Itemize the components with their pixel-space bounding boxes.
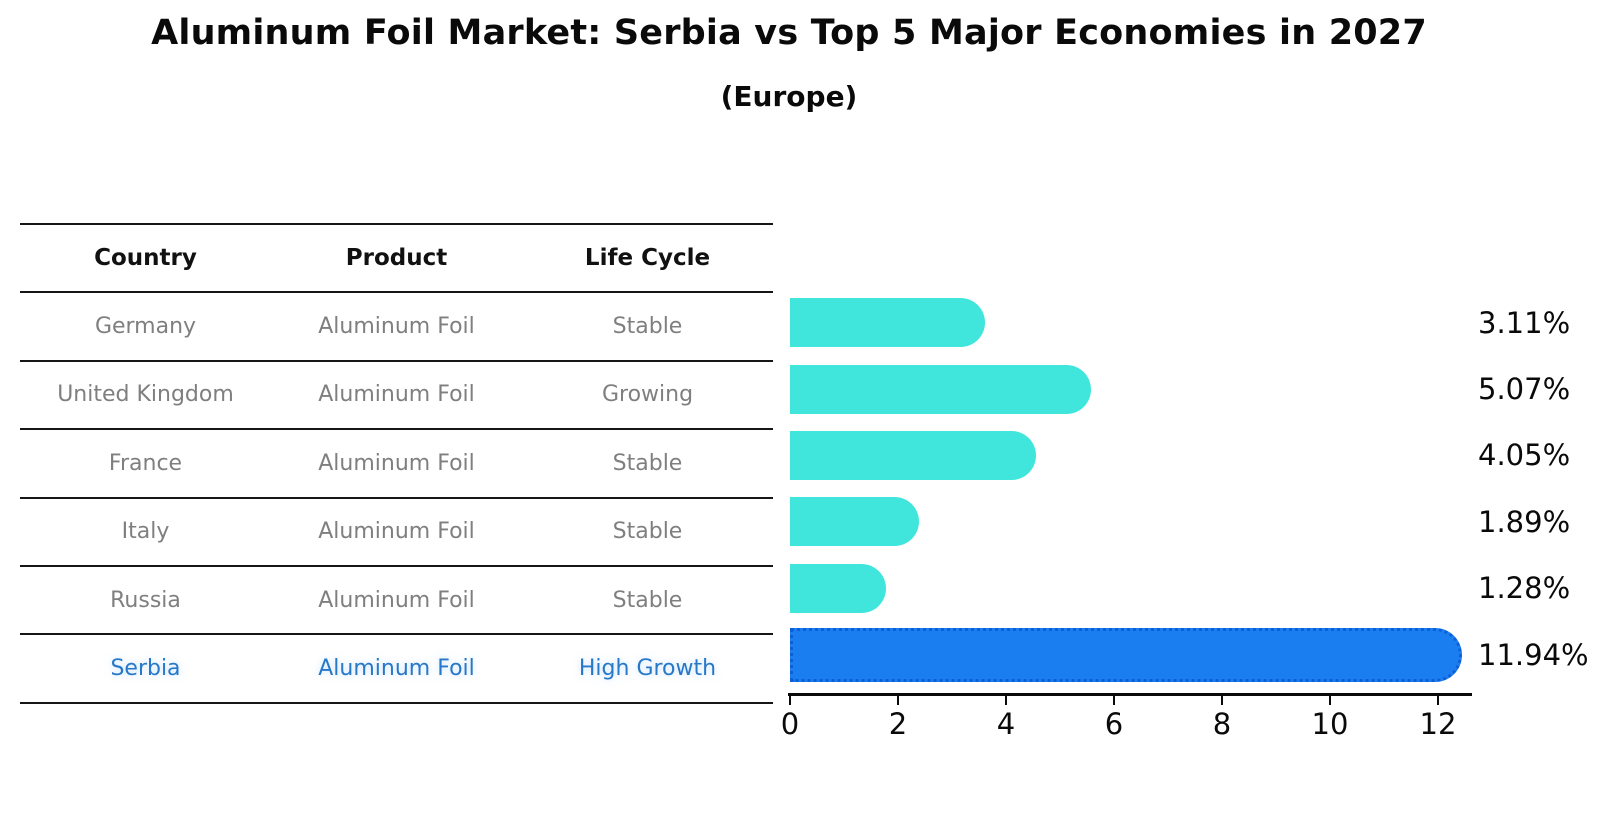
x-axis-tick-label-4: 4	[996, 707, 1016, 741]
table-row-serbia: Serbia Aluminum Foil High Growth	[20, 633, 773, 701]
x-axis-tick-label-12: 12	[1419, 707, 1457, 741]
chart-title: Aluminum Foil Market: Serbia vs Top 5 Ma…	[151, 13, 1427, 53]
x-axis-tick-8	[1221, 696, 1223, 705]
value-label-united-kingdom: 5.07%	[1478, 372, 1571, 406]
cell-product: Aluminum Foil	[318, 656, 475, 682]
x-axis-tick-label-6: 6	[1104, 707, 1124, 741]
cell-product: Aluminum Foil	[318, 382, 475, 408]
cell-country: Italy	[121, 519, 170, 545]
table-row-france: France Aluminum Foil Stable	[20, 428, 773, 496]
column-header-country: Country	[94, 245, 197, 272]
table-bottom-line	[20, 701, 773, 704]
cell-country: Serbia	[110, 656, 181, 682]
cell-country: United Kingdom	[57, 382, 234, 408]
cell-life-cycle: Growing	[601, 382, 694, 408]
x-axis-tick-12	[1437, 696, 1439, 705]
cell-life-cycle: Stable	[612, 314, 683, 340]
bar-france	[790, 430, 1036, 480]
bar-russia	[790, 563, 887, 613]
column-header-life-cycle: Life Cycle	[584, 245, 711, 272]
country-table: Country Product Life Cycle Germany Aluminum …	[20, 223, 773, 704]
bar-united-kingdom	[790, 364, 1091, 414]
cell-life-cycle: High Growth	[578, 656, 717, 682]
value-label-france: 4.05%	[1478, 438, 1571, 473]
x-axis-tick-label-8: 8	[1212, 707, 1232, 741]
bar-serbia	[790, 627, 1462, 682]
x-axis-tick-label-2: 2	[888, 707, 908, 741]
x-axis-tick-0	[789, 696, 791, 705]
bar-italy	[790, 497, 920, 547]
x-axis-tick-label-10: 10	[1311, 707, 1349, 741]
table-row-germany: Germany Aluminum Foil Stable	[20, 291, 773, 359]
chart-subtitle: (Europe)	[720, 80, 858, 113]
value-label-germany: 3.11%	[1478, 305, 1571, 340]
cell-life-cycle: Stable	[612, 450, 683, 476]
cell-life-cycle: Stable	[612, 519, 683, 545]
x-axis-line	[788, 693, 1472, 696]
bar-germany	[790, 298, 985, 348]
cell-life-cycle: Stable	[612, 587, 683, 613]
cell-country: Germany	[94, 314, 197, 340]
cell-country: France	[108, 450, 183, 476]
value-label-serbia: 11.94%	[1478, 637, 1589, 672]
value-label-russia: 1.28%	[1478, 571, 1571, 606]
cell-product: Aluminum Foil	[318, 450, 475, 476]
cell-product: Aluminum Foil	[318, 314, 475, 340]
x-axis-tick-2	[897, 696, 899, 705]
table-header-row: Country Product Life Cycle	[20, 223, 773, 291]
x-axis-tick-6	[1113, 696, 1115, 705]
table-row-italy: Italy Aluminum Foil Stable	[20, 496, 773, 565]
table-row-russia: Russia Aluminum Foil Stable	[20, 564, 773, 633]
value-label-italy: 1.89%	[1478, 504, 1571, 539]
cell-product: Aluminum Foil	[318, 587, 475, 613]
x-axis-tick-label-0: 0	[780, 707, 800, 741]
cell-product: Aluminum Foil	[318, 519, 475, 545]
table-row-united-kingdom: United Kingdom Aluminum Foil Growing	[20, 359, 773, 428]
cell-country: Russia	[110, 587, 181, 613]
x-axis-tick-10	[1329, 696, 1331, 705]
x-axis-tick-4	[1005, 696, 1007, 705]
column-header-product: Product	[345, 245, 448, 272]
